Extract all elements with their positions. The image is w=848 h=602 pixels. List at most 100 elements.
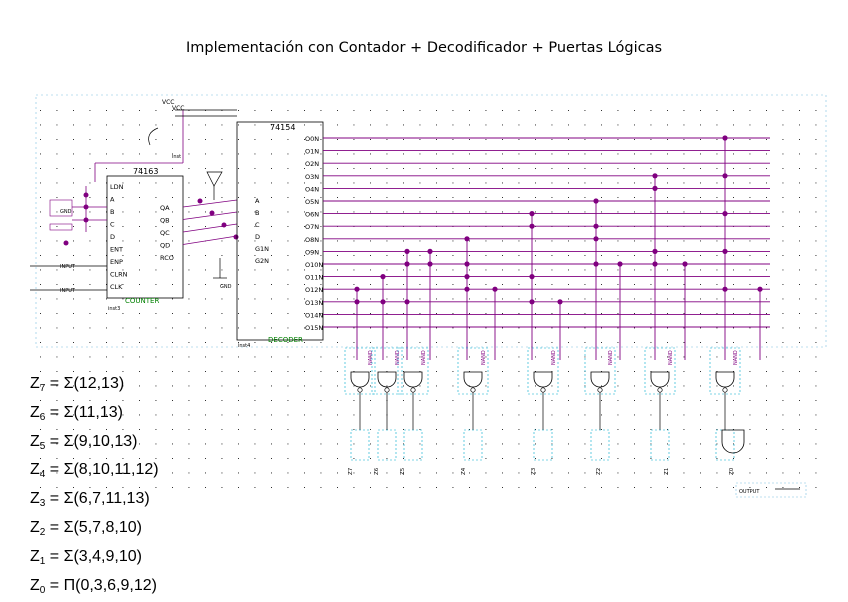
grid-dot xyxy=(518,458,520,459)
grid-dot xyxy=(221,139,223,140)
gate-box[interactable] xyxy=(584,347,616,395)
grid-dot xyxy=(799,313,800,314)
grid-dot xyxy=(304,269,305,271)
grid-dot xyxy=(254,240,256,242)
grid-dot xyxy=(353,124,355,126)
grid-dot xyxy=(634,240,635,242)
grid-dot xyxy=(89,168,91,169)
grid-dot xyxy=(337,211,338,213)
grid-dot xyxy=(568,211,569,213)
grid-dot xyxy=(287,153,289,155)
grid-dot xyxy=(155,168,157,169)
gate-box[interactable] xyxy=(344,347,376,395)
grid-dot xyxy=(155,429,157,430)
output-pin-box[interactable] xyxy=(377,429,397,461)
grid-dot xyxy=(386,472,388,474)
grid-dot xyxy=(73,429,74,430)
grid-dot xyxy=(205,385,206,387)
output-pin-box[interactable] xyxy=(350,429,370,461)
output-pin-box[interactable] xyxy=(590,429,610,461)
gate-row[interactable]: NAND NAND NAND NAND NAND NAND NAND NAND xyxy=(344,347,745,461)
gate-box[interactable] xyxy=(371,347,403,395)
grid-dot xyxy=(205,414,206,416)
grid-dot xyxy=(452,327,454,329)
grid-dot xyxy=(568,400,569,401)
output-pin-box[interactable] xyxy=(463,429,483,461)
grid-dot xyxy=(700,385,701,387)
grid-dot xyxy=(502,472,503,474)
grid-dot xyxy=(782,487,784,488)
gate-type-label: NAND xyxy=(481,350,487,365)
grid-dot xyxy=(73,400,74,401)
grid-dot xyxy=(815,139,817,140)
grid-dot xyxy=(337,429,338,430)
output-pin-box[interactable] xyxy=(650,429,670,461)
grid-dot xyxy=(617,327,619,329)
grid-dot xyxy=(320,298,322,300)
grid-dot xyxy=(106,414,107,416)
junction-dot xyxy=(652,248,658,254)
equation-var: Z xyxy=(30,432,40,450)
equation-sub: 0 xyxy=(39,584,46,596)
grid-dot xyxy=(254,472,256,474)
grid-dot xyxy=(337,298,338,300)
grid-dot xyxy=(485,269,487,271)
grid-dot xyxy=(221,168,223,169)
grid-dot xyxy=(370,211,371,213)
grid-dot xyxy=(188,443,190,445)
output-pin[interactable]: OUTPUT xyxy=(735,482,807,498)
grid-dot xyxy=(40,472,41,474)
output-pin-box[interactable] xyxy=(533,429,553,461)
grid-dot xyxy=(815,443,817,445)
grid-dot xyxy=(271,356,272,358)
grid-dot xyxy=(799,429,800,430)
grid-dot xyxy=(502,255,503,256)
grid-dot xyxy=(370,182,371,184)
grid-dot xyxy=(386,255,388,256)
grid-dot xyxy=(452,400,454,401)
grid-dot xyxy=(551,255,553,256)
grid-dot xyxy=(337,400,338,401)
grid-dot xyxy=(815,313,817,314)
grid-dot xyxy=(683,313,685,314)
gate-box[interactable] xyxy=(397,347,429,395)
grid-dot xyxy=(568,385,569,387)
grid-dot xyxy=(518,472,520,474)
grid-dot xyxy=(667,255,668,256)
grid-dot xyxy=(172,269,173,271)
grid-dot xyxy=(584,313,586,314)
grid-dot xyxy=(782,110,784,111)
counter-input-pins[interactable]: GND INPUT INPUT xyxy=(30,110,184,294)
gate-box[interactable] xyxy=(709,347,741,395)
grid-dot xyxy=(370,342,371,343)
grid-dot xyxy=(254,443,256,445)
grid-dot xyxy=(436,298,437,300)
junction-dot xyxy=(682,261,688,267)
output-pin-box[interactable] xyxy=(715,429,735,461)
gate-box[interactable] xyxy=(527,347,559,395)
grid-dot xyxy=(749,124,751,126)
equation-z7: Z7 = Σ(12,13) xyxy=(30,372,159,401)
gate-box[interactable] xyxy=(457,347,489,395)
grid-dot xyxy=(683,211,685,213)
grid-dot xyxy=(172,400,173,401)
output-pin-box[interactable] xyxy=(403,429,423,461)
grid-dot xyxy=(766,458,767,459)
grid-dot xyxy=(749,458,751,459)
grid-dot xyxy=(551,211,553,213)
grid-dot xyxy=(452,356,454,358)
equation-sub: 7 xyxy=(39,383,46,394)
grid-dot xyxy=(386,168,388,169)
gate-box[interactable] xyxy=(644,347,676,395)
grid-dot xyxy=(469,429,470,430)
grid-dot xyxy=(238,385,239,387)
grid-dot xyxy=(469,342,470,343)
grid-dot xyxy=(485,139,487,140)
grid-dot xyxy=(733,487,734,488)
grid-dot xyxy=(683,458,685,459)
grid-dot xyxy=(667,443,668,445)
decoder-output-o8n: O8N xyxy=(305,236,319,244)
